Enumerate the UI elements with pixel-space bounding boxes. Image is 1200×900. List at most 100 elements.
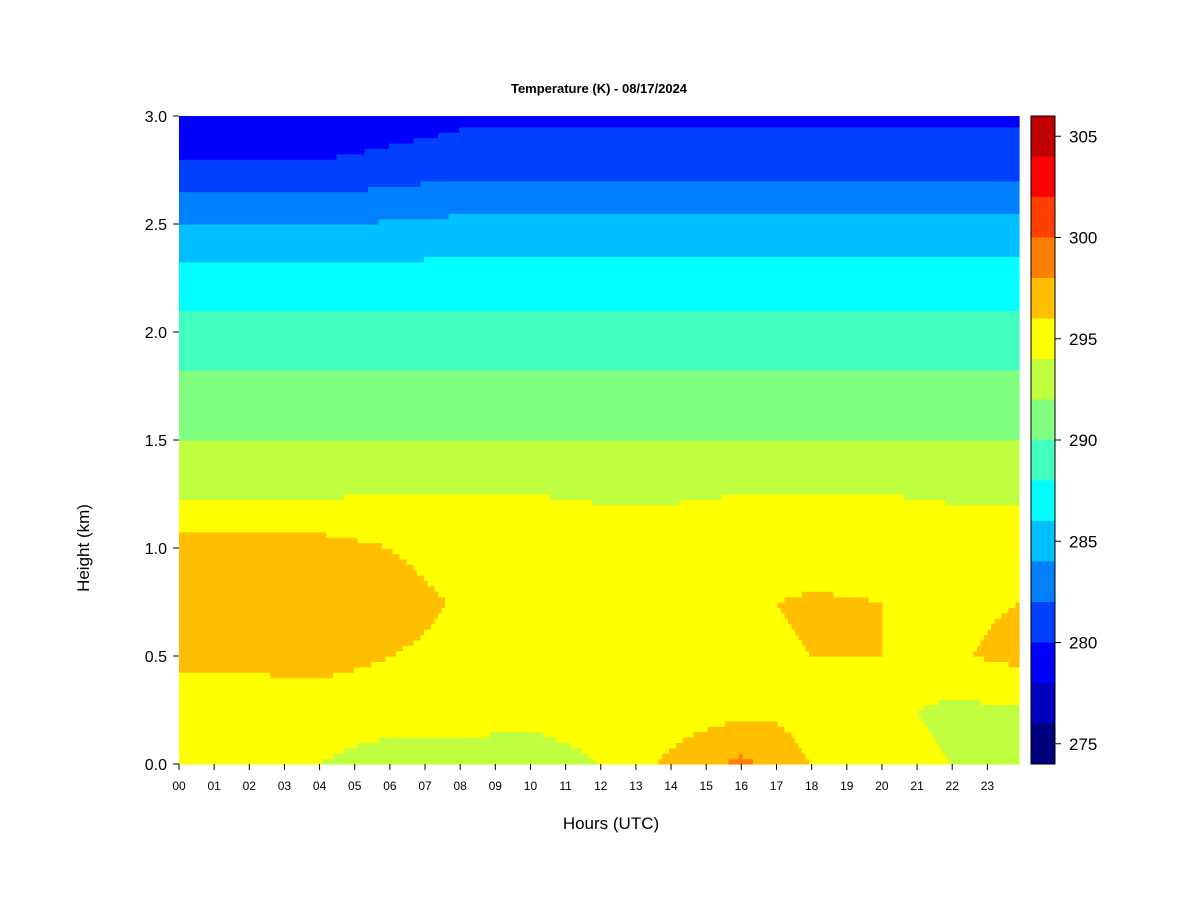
heatmap-cell [256, 353, 261, 360]
heatmap-cell [228, 342, 233, 349]
heatmap-cell [189, 396, 194, 403]
heatmap-cell [200, 418, 205, 425]
heatmap-cell [322, 380, 327, 387]
heatmap-cell [294, 677, 299, 684]
heatmap-cell [196, 639, 201, 646]
heatmap-cell [196, 737, 201, 743]
heatmap-cell [287, 580, 292, 587]
heatmap-cell [182, 380, 187, 387]
heatmap-cell [298, 488, 303, 495]
heatmap-cell [221, 472, 226, 479]
heatmap-cell [259, 186, 264, 193]
heatmap-cell [189, 224, 194, 230]
heatmap-cell [308, 159, 313, 166]
heatmap-cell [263, 369, 268, 376]
heatmap-cell [189, 526, 194, 533]
heatmap-cell [294, 461, 299, 468]
heatmap-cell [193, 321, 198, 328]
heatmap-cell [242, 710, 247, 716]
heatmap-cell [273, 396, 278, 403]
heatmap-cell [294, 591, 299, 598]
heatmap-cell [224, 618, 229, 625]
heatmap-cell [322, 742, 327, 749]
heatmap-cell [273, 321, 278, 328]
heatmap-cell [259, 272, 264, 279]
heatmap-cell [193, 656, 198, 662]
heatmap-cell [312, 202, 317, 209]
heatmap-cell [200, 499, 205, 506]
heatmap-cell [196, 650, 201, 657]
heatmap-cell [287, 618, 292, 625]
heatmap-cell [319, 677, 324, 684]
heatmap-cell [287, 159, 292, 166]
heatmap-cell [203, 299, 208, 306]
heatmap-cell [196, 278, 201, 284]
heatmap-cell [256, 456, 261, 463]
heatmap-cell [270, 607, 275, 614]
heatmap-cell [238, 380, 243, 387]
heatmap-cell [315, 656, 320, 662]
heatmap-cell [249, 267, 254, 274]
heatmap-cell [224, 715, 229, 722]
heatmap-cell [228, 537, 233, 544]
heatmap-cell [182, 699, 187, 706]
heatmap-cell [203, 429, 208, 436]
heatmap-cell [203, 521, 208, 527]
heatmap-cell [252, 126, 257, 133]
heatmap-cell [186, 548, 191, 554]
heatmap-cell [294, 634, 299, 641]
heatmap-cell [210, 521, 215, 527]
heatmap-cell [287, 310, 292, 317]
heatmap-cell [305, 348, 310, 355]
heatmap-cell [217, 645, 222, 652]
heatmap-cell [207, 607, 212, 614]
heatmap-cell [263, 245, 268, 252]
heatmap-cell [235, 710, 240, 716]
heatmap-cell [224, 526, 229, 533]
heatmap-cell [179, 666, 184, 673]
heatmap-cell [273, 737, 278, 743]
heatmap-cell [291, 699, 296, 706]
heatmap-cell [259, 305, 264, 311]
heatmap-cell [315, 591, 320, 598]
heatmap-cell [291, 148, 296, 155]
heatmap-cell [308, 639, 313, 646]
heatmap-cell [308, 645, 313, 652]
heatmap-cell [231, 488, 236, 495]
heatmap-cell [294, 148, 299, 155]
heatmap-cell [305, 207, 310, 214]
heatmap-cell [270, 553, 275, 560]
heatmap-cell [263, 261, 268, 268]
heatmap-cell [235, 467, 240, 473]
heatmap-cell [189, 510, 194, 517]
heatmap-cell [277, 704, 282, 711]
heatmap-cell [200, 321, 205, 328]
heatmap-cell [214, 461, 219, 468]
heatmap-cell [315, 548, 320, 554]
heatmap-cell [235, 186, 240, 193]
heatmap-cell [189, 126, 194, 133]
heatmap-cell [319, 159, 324, 166]
heatmap-cell [235, 602, 240, 608]
heatmap-cell [207, 472, 212, 479]
heatmap-cell [210, 186, 215, 193]
heatmap-cell [270, 386, 275, 392]
heatmap-cell [242, 310, 247, 317]
heatmap-cell [322, 612, 327, 619]
heatmap-cell [315, 267, 320, 274]
heatmap-cell [186, 132, 191, 139]
heatmap-cell [203, 656, 208, 662]
heatmap-cell [252, 634, 257, 641]
heatmap-cell [249, 288, 254, 295]
heatmap-cell [280, 472, 285, 479]
heatmap-cell [277, 143, 282, 149]
heatmap-cell [259, 386, 264, 392]
heatmap-cell [270, 602, 275, 608]
heatmap-cell [291, 688, 296, 695]
heatmap-cell [287, 197, 292, 203]
heatmap-cell [214, 369, 219, 376]
heatmap-cell [280, 396, 285, 403]
heatmap-cell [217, 413, 222, 419]
heatmap-cell [294, 618, 299, 625]
heatmap-cell [301, 650, 306, 657]
